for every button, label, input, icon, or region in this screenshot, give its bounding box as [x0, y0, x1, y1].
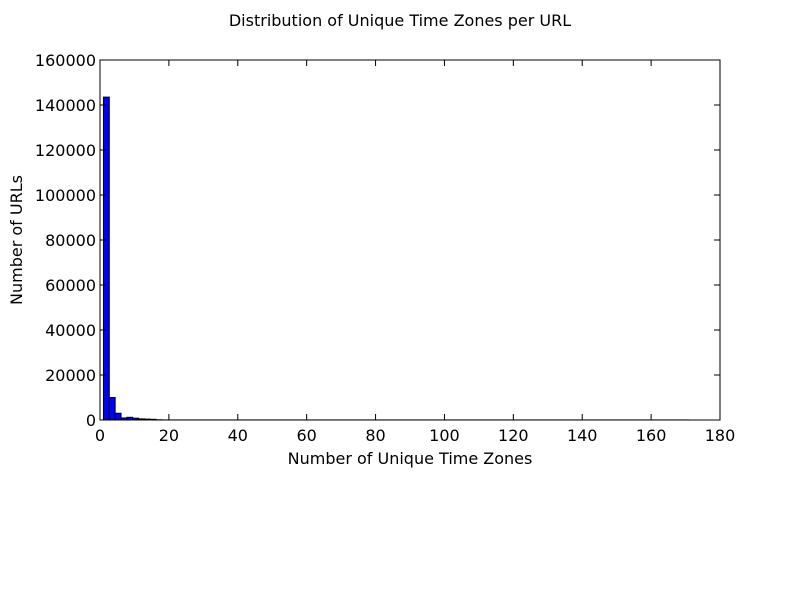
y-tick-label: 0	[86, 411, 96, 430]
chart-title: Distribution of Unique Time Zones per UR…	[229, 11, 571, 30]
x-tick-label: 160	[636, 426, 667, 445]
y-tick-label: 100000	[35, 186, 96, 205]
x-tick-label: 80	[365, 426, 385, 445]
x-tick-label: 60	[296, 426, 316, 445]
x-tick-label: 120	[498, 426, 529, 445]
ticks-group: 0 20 40 60 80 100 120 140 160 180 0 20000 40000 60000…	[35, 51, 735, 445]
x-tick-label: 40	[228, 426, 248, 445]
x-axis-label: Number of Unique Time Zones	[288, 449, 533, 468]
histogram-bar	[114, 412, 122, 421]
y-tick-label: 140000	[35, 96, 96, 115]
x-tick-label: 180	[705, 426, 736, 445]
histogram-bar	[108, 397, 116, 421]
x-tick-label: 20	[159, 426, 179, 445]
x-tick-label: 0	[95, 426, 105, 445]
y-tick-label: 20000	[45, 366, 96, 385]
histogram-bar	[102, 96, 110, 421]
x-tick-label: 140	[567, 426, 598, 445]
y-tick-label: 60000	[45, 276, 96, 295]
y-axis-label: Number of URLs	[7, 175, 26, 305]
y-tick-label: 80000	[45, 231, 96, 250]
x-tick-label: 100	[429, 426, 460, 445]
y-tick-label: 40000	[45, 321, 96, 340]
bars-group	[102, 96, 690, 421]
plot-frame	[99, 59, 721, 421]
y-tick-label: 120000	[35, 141, 96, 160]
y-tick-label: 160000	[35, 51, 96, 70]
